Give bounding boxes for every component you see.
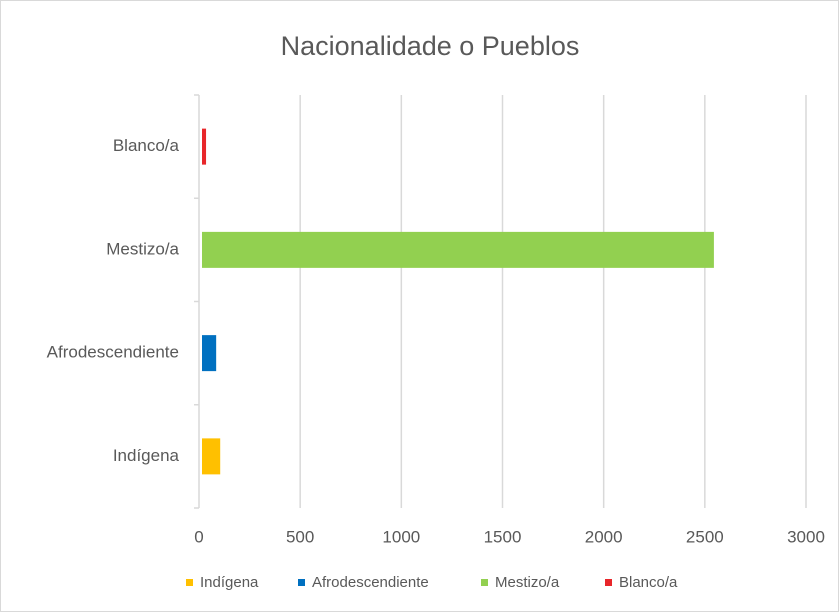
y-tick-label: Indígena [113, 446, 180, 465]
chart-title: Nacionalidade o Pueblos [281, 31, 580, 61]
x-tick-label: 3000 [787, 527, 825, 546]
legend-swatch [298, 579, 305, 586]
x-tick-label: 1000 [382, 527, 420, 546]
x-tick-label: 1500 [484, 527, 522, 546]
legend-label: Mestizo/a [495, 574, 560, 591]
bar [202, 335, 217, 372]
x-tick-label: 500 [286, 527, 314, 546]
x-tick-label: 0 [194, 527, 203, 546]
y-tick-label: Mestizo/a [106, 239, 179, 258]
bar [202, 438, 221, 475]
bar [202, 128, 207, 165]
legend-swatch [186, 579, 193, 586]
y-tick-label: Blanco/a [113, 136, 180, 155]
legend-swatch [481, 579, 488, 586]
legend-label: Indígena [200, 574, 259, 591]
x-tick-label: 2000 [585, 527, 623, 546]
legend-label: Blanco/a [619, 574, 678, 591]
bar [202, 231, 714, 268]
x-tick-label: 2500 [686, 527, 724, 546]
legend-label: Afrodescendiente [312, 574, 429, 591]
legend-swatch [605, 579, 612, 586]
y-tick-label: Afrodescendiente [47, 343, 179, 362]
